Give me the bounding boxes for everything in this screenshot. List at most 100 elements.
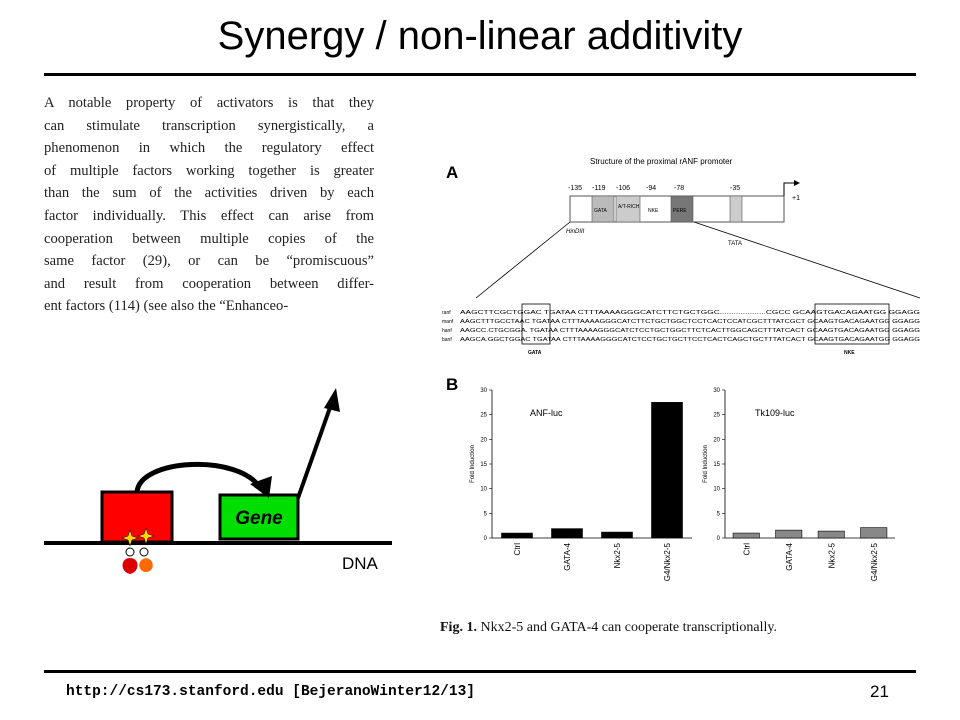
position-label: -106: [616, 185, 630, 192]
promoter-pere-box: [670, 195, 694, 223]
panel-a-letter: A: [446, 163, 458, 182]
passage-line: factor individually. This effect can ari…: [44, 207, 374, 224]
y-tick-label: 25: [480, 413, 487, 419]
page-number: 21: [870, 682, 889, 701]
footer-divider: [44, 670, 916, 673]
site-label: HinDIII: [566, 229, 585, 235]
passage-line: and result from cooperation between diff…: [44, 275, 374, 292]
passage-line: A notable property of activators is that…: [44, 95, 374, 111]
activation-arrow: [134, 462, 263, 493]
bar: [501, 532, 533, 539]
footer-url: http://cs173.stanford.edu [BejeranoWinte…: [66, 684, 475, 700]
gene-box: [218, 493, 300, 541]
ligand-icon: [125, 547, 135, 557]
species-label: ranf: [442, 310, 451, 316]
panel-a-title: Structure of the proximal rANF promoter: [590, 157, 733, 166]
promoter-gata-box: [591, 195, 615, 223]
red-bulb-icon: [122, 558, 138, 574]
sequence-row: AAGCC.CTGCGGA. TGATAA CTTTAAAAGGGCATCTCC…: [460, 328, 920, 334]
y-tick-label: 25: [713, 413, 720, 419]
transcription-arrowhead: [324, 388, 340, 412]
passage-line: cooperation between multiple copies of t…: [44, 230, 374, 247]
bar: [601, 531, 633, 539]
gata-box-outline: [521, 303, 551, 345]
bar: [860, 527, 888, 539]
slide-title: Synergy / non-linear additivity: [217, 14, 743, 58]
x-tick-label: Nkx2-5: [613, 542, 622, 568]
y-tick-label: 5: [717, 511, 721, 517]
nke-box-label: NKE: [844, 350, 855, 356]
y-tick-label: 15: [713, 462, 720, 468]
y-tick-label: 10: [480, 487, 487, 493]
dna-label: DNA: [342, 554, 379, 573]
promoter-element-label: GATA: [594, 208, 608, 214]
y-axis-label: Fold Induction: [470, 445, 476, 483]
gene-label: Gene: [235, 508, 283, 529]
position-label: -35: [730, 185, 740, 192]
figure-caption: Fig. 1. Nkx2-5 and GATA-4 can cooperate …: [440, 620, 777, 636]
bar: [775, 529, 803, 539]
x-tick-label: Ctrl: [742, 543, 751, 556]
sequence-row: AAGCTTTGCCTAAC TGATAA CTTTAAAAGGGCATCTTC…: [460, 319, 920, 325]
bar: [651, 402, 683, 539]
promoter-element-label: TATA: [728, 241, 742, 247]
y-tick-label: 15: [480, 462, 487, 468]
species-label: manf: [442, 319, 454, 325]
x-tick-label: GATA-4: [785, 542, 794, 570]
promoter-start-arrow: [783, 182, 796, 196]
factor-box: [100, 490, 174, 544]
passage-line: of multiple factors working together is …: [44, 162, 374, 179]
passage-line: phenomenon in which the regulatory effec…: [44, 140, 374, 157]
y-tick-label: 0: [484, 536, 488, 542]
position-label: -94: [646, 185, 656, 192]
promoter-element-label: PERE: [673, 208, 687, 214]
gata-box-label: GATA: [528, 350, 542, 356]
species-label: banf: [442, 337, 452, 343]
position-label: -135: [568, 185, 582, 192]
orange-bulb-icon: [139, 558, 153, 572]
passage-line: can stimulate transcription synergistica…: [44, 117, 374, 134]
position-label: -119: [592, 185, 606, 192]
nke-box-outline: [814, 303, 890, 345]
caption-label: Fig. 1.: [440, 620, 477, 635]
chart-title: Tk109-luc: [755, 408, 795, 418]
x-tick-label: GATA-4: [563, 542, 572, 570]
zoom-line: [475, 221, 571, 299]
bar: [732, 532, 760, 539]
passage-line: than the sum of the activities driven by…: [44, 185, 374, 202]
activation-arrowhead: [250, 476, 272, 498]
position-label: +1: [792, 195, 800, 202]
figure-panels: A Structure of the proximal rANF promote…: [442, 157, 921, 581]
x-tick-label: G4/Nkx2-5: [870, 542, 879, 581]
star-icon: [137, 527, 155, 545]
bar: [551, 528, 583, 539]
sequence-row: AAGCA.GGCTGGAC TGATAA CTTTAAAAGGGCATCTCC…: [460, 337, 920, 343]
regulation-cartoon: Gene DNA: [44, 388, 392, 574]
promoter-at-box: [615, 195, 641, 223]
promoter-tata-box: [729, 195, 743, 223]
promoter-start-arrowhead: [794, 180, 800, 186]
y-tick-label: 20: [480, 437, 487, 443]
bar: [817, 530, 845, 539]
y-tick-label: 0: [717, 536, 721, 542]
x-tick-label: Nkx2-5: [827, 542, 836, 568]
position-label: -78: [674, 185, 684, 192]
y-tick-label: 30: [713, 388, 720, 394]
caption-text: Nkx2-5 and GATA-4 can cooperate transcri…: [476, 620, 777, 635]
sequence-row: AAGCTTCGCTGGAC TGATAA CTTTAAAAGGGCATCTTC…: [460, 310, 920, 316]
passage-line: same factor (29), or can be “promiscuous…: [44, 253, 374, 270]
panel-b-letter: B: [446, 375, 458, 394]
zoom-line: [693, 221, 921, 299]
y-axis-label: Fold Induction: [703, 445, 709, 483]
transcription-arrow: [296, 401, 334, 499]
y-tick-label: 30: [480, 388, 487, 394]
promoter-element-label: NKE: [648, 208, 659, 214]
y-tick-label: 20: [713, 437, 720, 443]
passage-line: ent factors (114) (see also the “Enhance…: [44, 298, 289, 315]
y-tick-label: 10: [713, 487, 720, 493]
ligand-icon: [139, 547, 149, 557]
title-divider: [44, 73, 916, 76]
x-tick-label: G4/Nkx2-5: [663, 542, 672, 581]
star-icon: [121, 529, 139, 547]
species-label: hanf: [442, 328, 452, 334]
